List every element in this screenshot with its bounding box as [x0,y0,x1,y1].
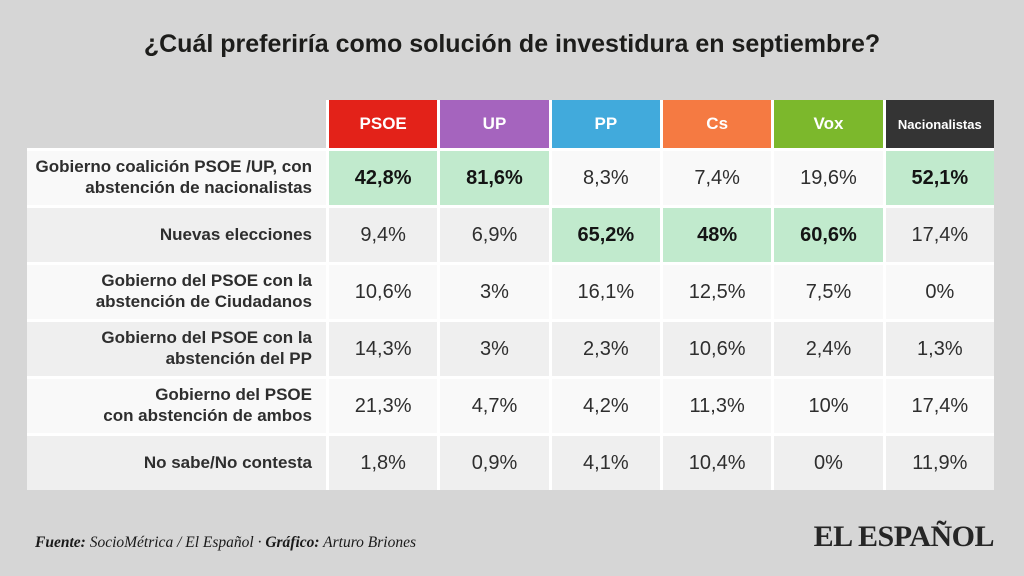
value-cell-cs: 11,3% [663,379,772,433]
value-cell-cs: 48% [663,208,772,262]
value-cell-vox: 7,5% [774,265,883,319]
row-label: Gobierno del PSOE con abstención de ambo… [27,379,326,433]
credit-label: Gráfico: [265,534,320,551]
value-cell-psoe: 21,3% [329,379,438,433]
survey-table-grid: PSOE UP PP Cs Vox Nacionalistas Gobierno coali… [27,100,994,490]
value-cell-pp: 8,3% [551,151,660,205]
value-cell-nacionalistas: 17,4% [885,208,994,262]
value-cell-up: 6,9% [440,208,549,262]
header-cell-vox: Vox [774,100,883,148]
row-label: No sabe/No contesta [27,436,326,490]
value-cell-vox: 60,6% [774,208,883,262]
separator-dot: · [253,534,266,551]
row-label: Gobierno coalición PSOE /UP, con abstenc… [27,151,326,205]
survey-table: PSOE UP PP Cs Vox Nacionalistas Gobierno coali… [27,100,994,490]
header-cell-psoe: PSOE [329,100,438,148]
value-cell-psoe: 42,8% [329,151,438,205]
header-cell-up: UP [440,100,549,148]
source-label: Fuente: [35,534,86,551]
value-cell-vox: 0% [774,436,883,490]
row-label: Nuevas elecciones [27,208,326,262]
value-cell-psoe: 14,3% [329,322,438,376]
value-cell-psoe: 9,4% [329,208,438,262]
value-cell-pp: 2,3% [551,322,660,376]
value-cell-up: 3% [440,322,549,376]
value-cell-pp: 16,1% [551,265,660,319]
value-cell-pp: 4,1% [551,436,660,490]
value-cell-nacionalistas: 52,1% [885,151,994,205]
value-cell-cs: 10,4% [663,436,772,490]
value-cell-psoe: 10,6% [329,265,438,319]
value-cell-nacionalistas: 17,4% [885,379,994,433]
source-credit: Fuente: SocioMétrica / El Español · Gráf… [35,534,416,552]
value-cell-nacionalistas: 1,3% [885,322,994,376]
value-cell-vox: 10% [774,379,883,433]
el-espanol-logo: EL ESPAÑOL [813,520,995,553]
value-cell-nacionalistas: 11,9% [885,436,994,490]
page-title: ¿Cuál preferiría como solución de invest… [143,30,881,58]
corner-cell [27,100,326,148]
value-cell-up: 81,6% [440,151,549,205]
value-cell-up: 0,9% [440,436,549,490]
value-cell-vox: 19,6% [774,151,883,205]
header-cell-nacionalistas: Nacionalistas [885,100,994,148]
value-cell-cs: 10,6% [663,322,772,376]
value-cell-cs: 7,4% [663,151,772,205]
source-value: SocioMétrica / El Español [85,534,254,551]
row-label: Gobierno del PSOE con la abstención del … [27,322,326,376]
value-cell-pp: 4,2% [551,379,660,433]
header-cell-pp: PP [551,100,660,148]
row-label: Gobierno del PSOE con la abstención de C… [27,265,326,319]
value-cell-up: 3% [440,265,549,319]
value-cell-nacionalistas: 0% [885,265,994,319]
value-cell-vox: 2,4% [774,322,883,376]
value-cell-pp: 65,2% [551,208,660,262]
credit-value: Arturo Briones [319,534,417,551]
value-cell-cs: 12,5% [663,265,772,319]
value-cell-up: 4,7% [440,379,549,433]
value-cell-psoe: 1,8% [329,436,438,490]
header-cell-cs: Cs [663,100,772,148]
